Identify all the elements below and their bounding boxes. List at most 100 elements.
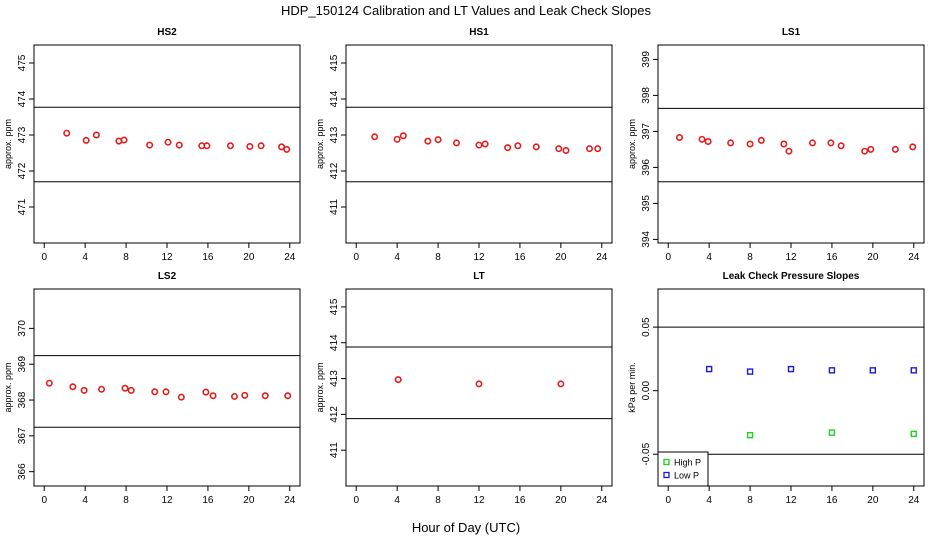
data-point — [475, 141, 483, 149]
panel-title: HS2 — [157, 27, 177, 38]
y-tick-label: -0.05 — [641, 442, 652, 465]
data-point — [202, 388, 210, 396]
x-tick-label: 12 — [161, 495, 173, 506]
data-point — [399, 132, 407, 140]
data-point — [98, 385, 106, 393]
data-point — [246, 143, 254, 151]
x-tick-label: 24 — [284, 252, 296, 263]
y-tick-label: 398 — [641, 87, 652, 104]
legend-box — [657, 451, 709, 487]
data-point — [475, 380, 483, 388]
data-point — [698, 135, 706, 143]
data-point — [283, 145, 291, 153]
x-tick-label: 20 — [243, 252, 255, 263]
x-tick-label: 24 — [284, 495, 296, 506]
x-tick-label: 16 — [202, 495, 214, 506]
series-points — [705, 365, 917, 375]
y-tick-label: 412 — [329, 406, 340, 423]
x-tick-label: 12 — [785, 252, 797, 263]
y-tick-label: 473 — [17, 126, 28, 143]
data-point — [162, 388, 170, 396]
y-tick-label: 411 — [329, 199, 340, 215]
series-points — [675, 134, 917, 155]
data-point — [127, 386, 135, 394]
data-point — [910, 430, 917, 438]
y-axis-label: approx. ppm — [315, 119, 325, 169]
y-tick-label: 0.05 — [641, 317, 652, 337]
data-point — [434, 136, 442, 144]
panel-title: LS2 — [158, 271, 177, 282]
panel-leak-check-pressure-slopes: Leak Check Pressure Slopes 0 4 8 12 16 20 24 -0.… — [627, 271, 925, 506]
x-tick-label: 20 — [867, 252, 879, 263]
data-point — [452, 139, 460, 147]
data-point — [746, 431, 754, 439]
legend-label: Low P — [674, 471, 699, 481]
data-point — [175, 141, 183, 149]
data-point — [785, 147, 793, 155]
data-point — [757, 136, 765, 144]
figure-title: HDP_150124 Calibration and LT Values and… — [281, 3, 652, 18]
data-point — [82, 136, 90, 144]
data-point — [393, 135, 401, 143]
x-tick-label: 8 — [435, 252, 441, 263]
data-point — [146, 141, 154, 149]
data-point — [562, 146, 570, 154]
data-point — [92, 131, 100, 139]
legend-marker — [663, 458, 670, 466]
data-point — [532, 143, 540, 151]
series-points — [45, 379, 292, 401]
y-tick-label: 395 — [641, 195, 652, 212]
y-tick-label: 369 — [17, 355, 28, 372]
data-point — [80, 386, 88, 394]
data-point — [514, 142, 522, 150]
data-point — [69, 383, 77, 391]
series-points — [371, 132, 602, 154]
data-point — [226, 142, 234, 150]
data-point — [164, 138, 172, 146]
y-tick-label: 414 — [329, 90, 340, 107]
x-tick-label: 24 — [908, 252, 920, 263]
y-tick-label: 475 — [17, 54, 28, 71]
x-tick-label: 24 — [596, 252, 608, 263]
legend: High P Low P — [657, 451, 709, 487]
data-point — [861, 147, 869, 155]
data-point — [209, 392, 217, 400]
x-tick-label: 8 — [747, 252, 753, 263]
data-point — [827, 139, 835, 147]
data-point — [424, 137, 432, 145]
panel-hs2: HS2 0 4 8 12 16 20 24 471 472 473 474 475 approx. ppm — [3, 27, 301, 263]
panel-title: LT — [473, 271, 484, 282]
data-point — [867, 145, 875, 153]
data-point — [585, 145, 593, 153]
x-tick-label: 16 — [202, 252, 214, 263]
data-point — [780, 140, 788, 148]
x-tick-label: 8 — [123, 495, 129, 506]
y-tick-label: 367 — [17, 427, 28, 444]
x-tick-label: 16 — [826, 252, 838, 263]
y-tick-label: 413 — [329, 126, 340, 143]
panel-ls1: LS1 0 4 8 12 16 20 24 394 395 396 397 398 399 approx. … — [627, 27, 925, 263]
x-tick-label: 20 — [555, 252, 567, 263]
data-point — [121, 384, 129, 392]
data-point — [594, 145, 602, 153]
plot-frame — [345, 288, 613, 487]
y-tick-label: 366 — [17, 463, 28, 480]
y-axis-label: kPa per min. — [627, 362, 637, 413]
chart-panels: HS2 0 4 8 12 16 20 24 471 472 473 474 475 approx. ppm… — [3, 27, 925, 506]
y-axis-label: approx. ppm — [3, 119, 13, 169]
data-point — [151, 388, 159, 396]
x-tick-label: 0 — [41, 495, 47, 506]
x-tick-label: 12 — [161, 252, 173, 263]
data-point — [555, 145, 563, 153]
data-point — [120, 136, 128, 144]
x-tick-label: 4 — [706, 252, 712, 263]
x-tick-label: 0 — [665, 252, 671, 263]
data-point — [675, 134, 683, 142]
plot-frame — [33, 288, 301, 487]
y-tick-label: 368 — [17, 391, 28, 408]
y-axis-label: approx. ppm — [627, 119, 637, 169]
y-tick-label: 399 — [641, 51, 652, 68]
data-point — [504, 144, 512, 152]
x-tick-label: 20 — [867, 495, 879, 506]
